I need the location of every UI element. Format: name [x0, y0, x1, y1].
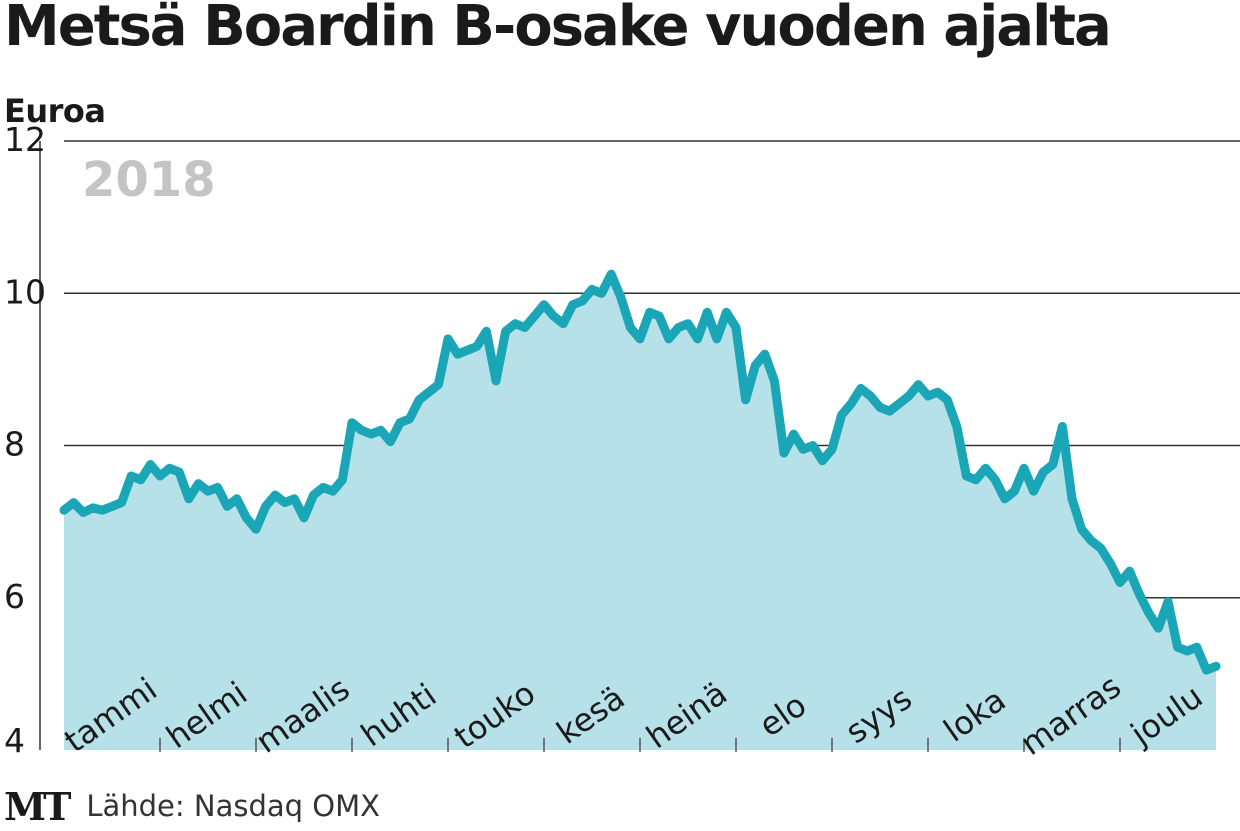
- mt-logo: MT: [4, 783, 71, 829]
- area-fill: [64, 274, 1216, 750]
- price-line: [59, 269, 1221, 675]
- chart-title: Metsä Boardin B-osake vuoden ajalta: [4, 0, 1112, 59]
- y-axis-unit-label: Euroa: [4, 92, 106, 130]
- y-tick-label: 6: [4, 577, 25, 616]
- y-tick-label: 12: [4, 120, 46, 159]
- year-label: 2018: [82, 152, 216, 208]
- y-axis-ticks: 4 6 8 10 12: [4, 120, 46, 760]
- month-separators: [159, 738, 1121, 752]
- y-tick-label: 4: [4, 721, 25, 760]
- y-tick-label: 10: [4, 272, 46, 311]
- source-note: Lähde: Nasdaq OMX: [86, 789, 380, 823]
- footer: MT Lähde: Nasdaq OMX: [4, 783, 380, 829]
- y-tick-label: 8: [4, 425, 25, 464]
